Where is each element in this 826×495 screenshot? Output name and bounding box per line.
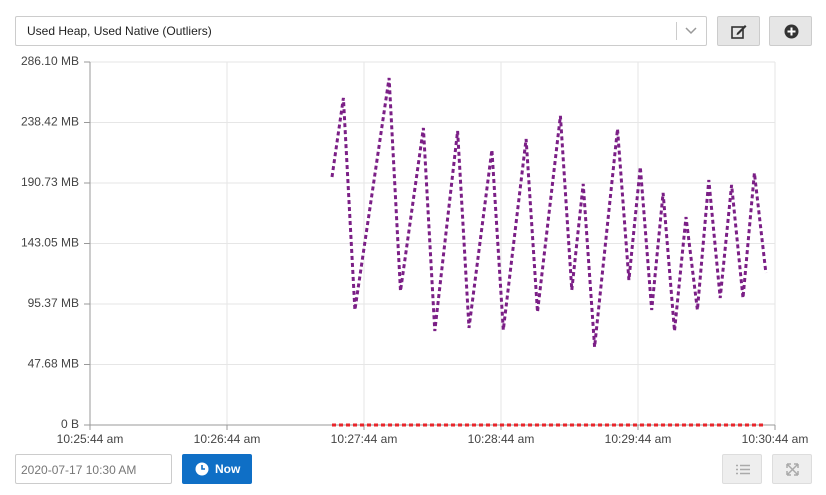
add-icon bbox=[784, 24, 799, 39]
x-tick-label: 10:25:44 am bbox=[57, 432, 124, 446]
now-text: Now bbox=[215, 462, 241, 476]
x-tick-label: 10:29:44 am bbox=[605, 432, 672, 446]
date-text: 2020-07-17 10:30 AM bbox=[21, 463, 137, 477]
x-tick-label: 10:27:44 am bbox=[331, 432, 398, 446]
series-dropdown[interactable]: Used Heap, Used Native (Outliers) bbox=[15, 16, 707, 46]
list-button[interactable] bbox=[722, 454, 762, 484]
y-tick-label: 190.73 MB bbox=[21, 175, 79, 189]
y-tick-label: 143.05 MB bbox=[21, 236, 79, 250]
now-button[interactable]: Now bbox=[182, 454, 252, 484]
list-icon bbox=[736, 464, 750, 475]
y-tick-label: 95.37 MB bbox=[28, 296, 79, 310]
y-tick-label: 286.10 MB bbox=[21, 54, 79, 68]
y-tick-label: 238.42 MB bbox=[21, 115, 79, 129]
x-tick-label: 10:30:44 am bbox=[742, 432, 809, 446]
date-input[interactable]: 2020-07-17 10:30 AM bbox=[15, 454, 172, 484]
add-button[interactable] bbox=[769, 16, 812, 46]
series-line bbox=[330, 77, 768, 348]
divider bbox=[676, 22, 677, 40]
x-tick-label: 10:26:44 am bbox=[194, 432, 261, 446]
y-tick-label: 0 B bbox=[61, 417, 79, 431]
edit-button[interactable] bbox=[717, 16, 760, 46]
expand-icon bbox=[786, 463, 799, 476]
edit-icon bbox=[731, 25, 747, 39]
y-tick-label: 47.68 MB bbox=[28, 357, 79, 371]
dropdown-text: Used Heap, Used Native (Outliers) bbox=[27, 24, 212, 38]
x-tick-label: 10:28:44 am bbox=[468, 432, 535, 446]
chart: 0 B 47.68 MB 95.37 MB 143.05 MB 190.73 MB 238… bbox=[21, 54, 809, 446]
chevron bbox=[685, 27, 697, 35]
expand-button[interactable] bbox=[772, 454, 812, 484]
clock-icon bbox=[195, 462, 209, 476]
